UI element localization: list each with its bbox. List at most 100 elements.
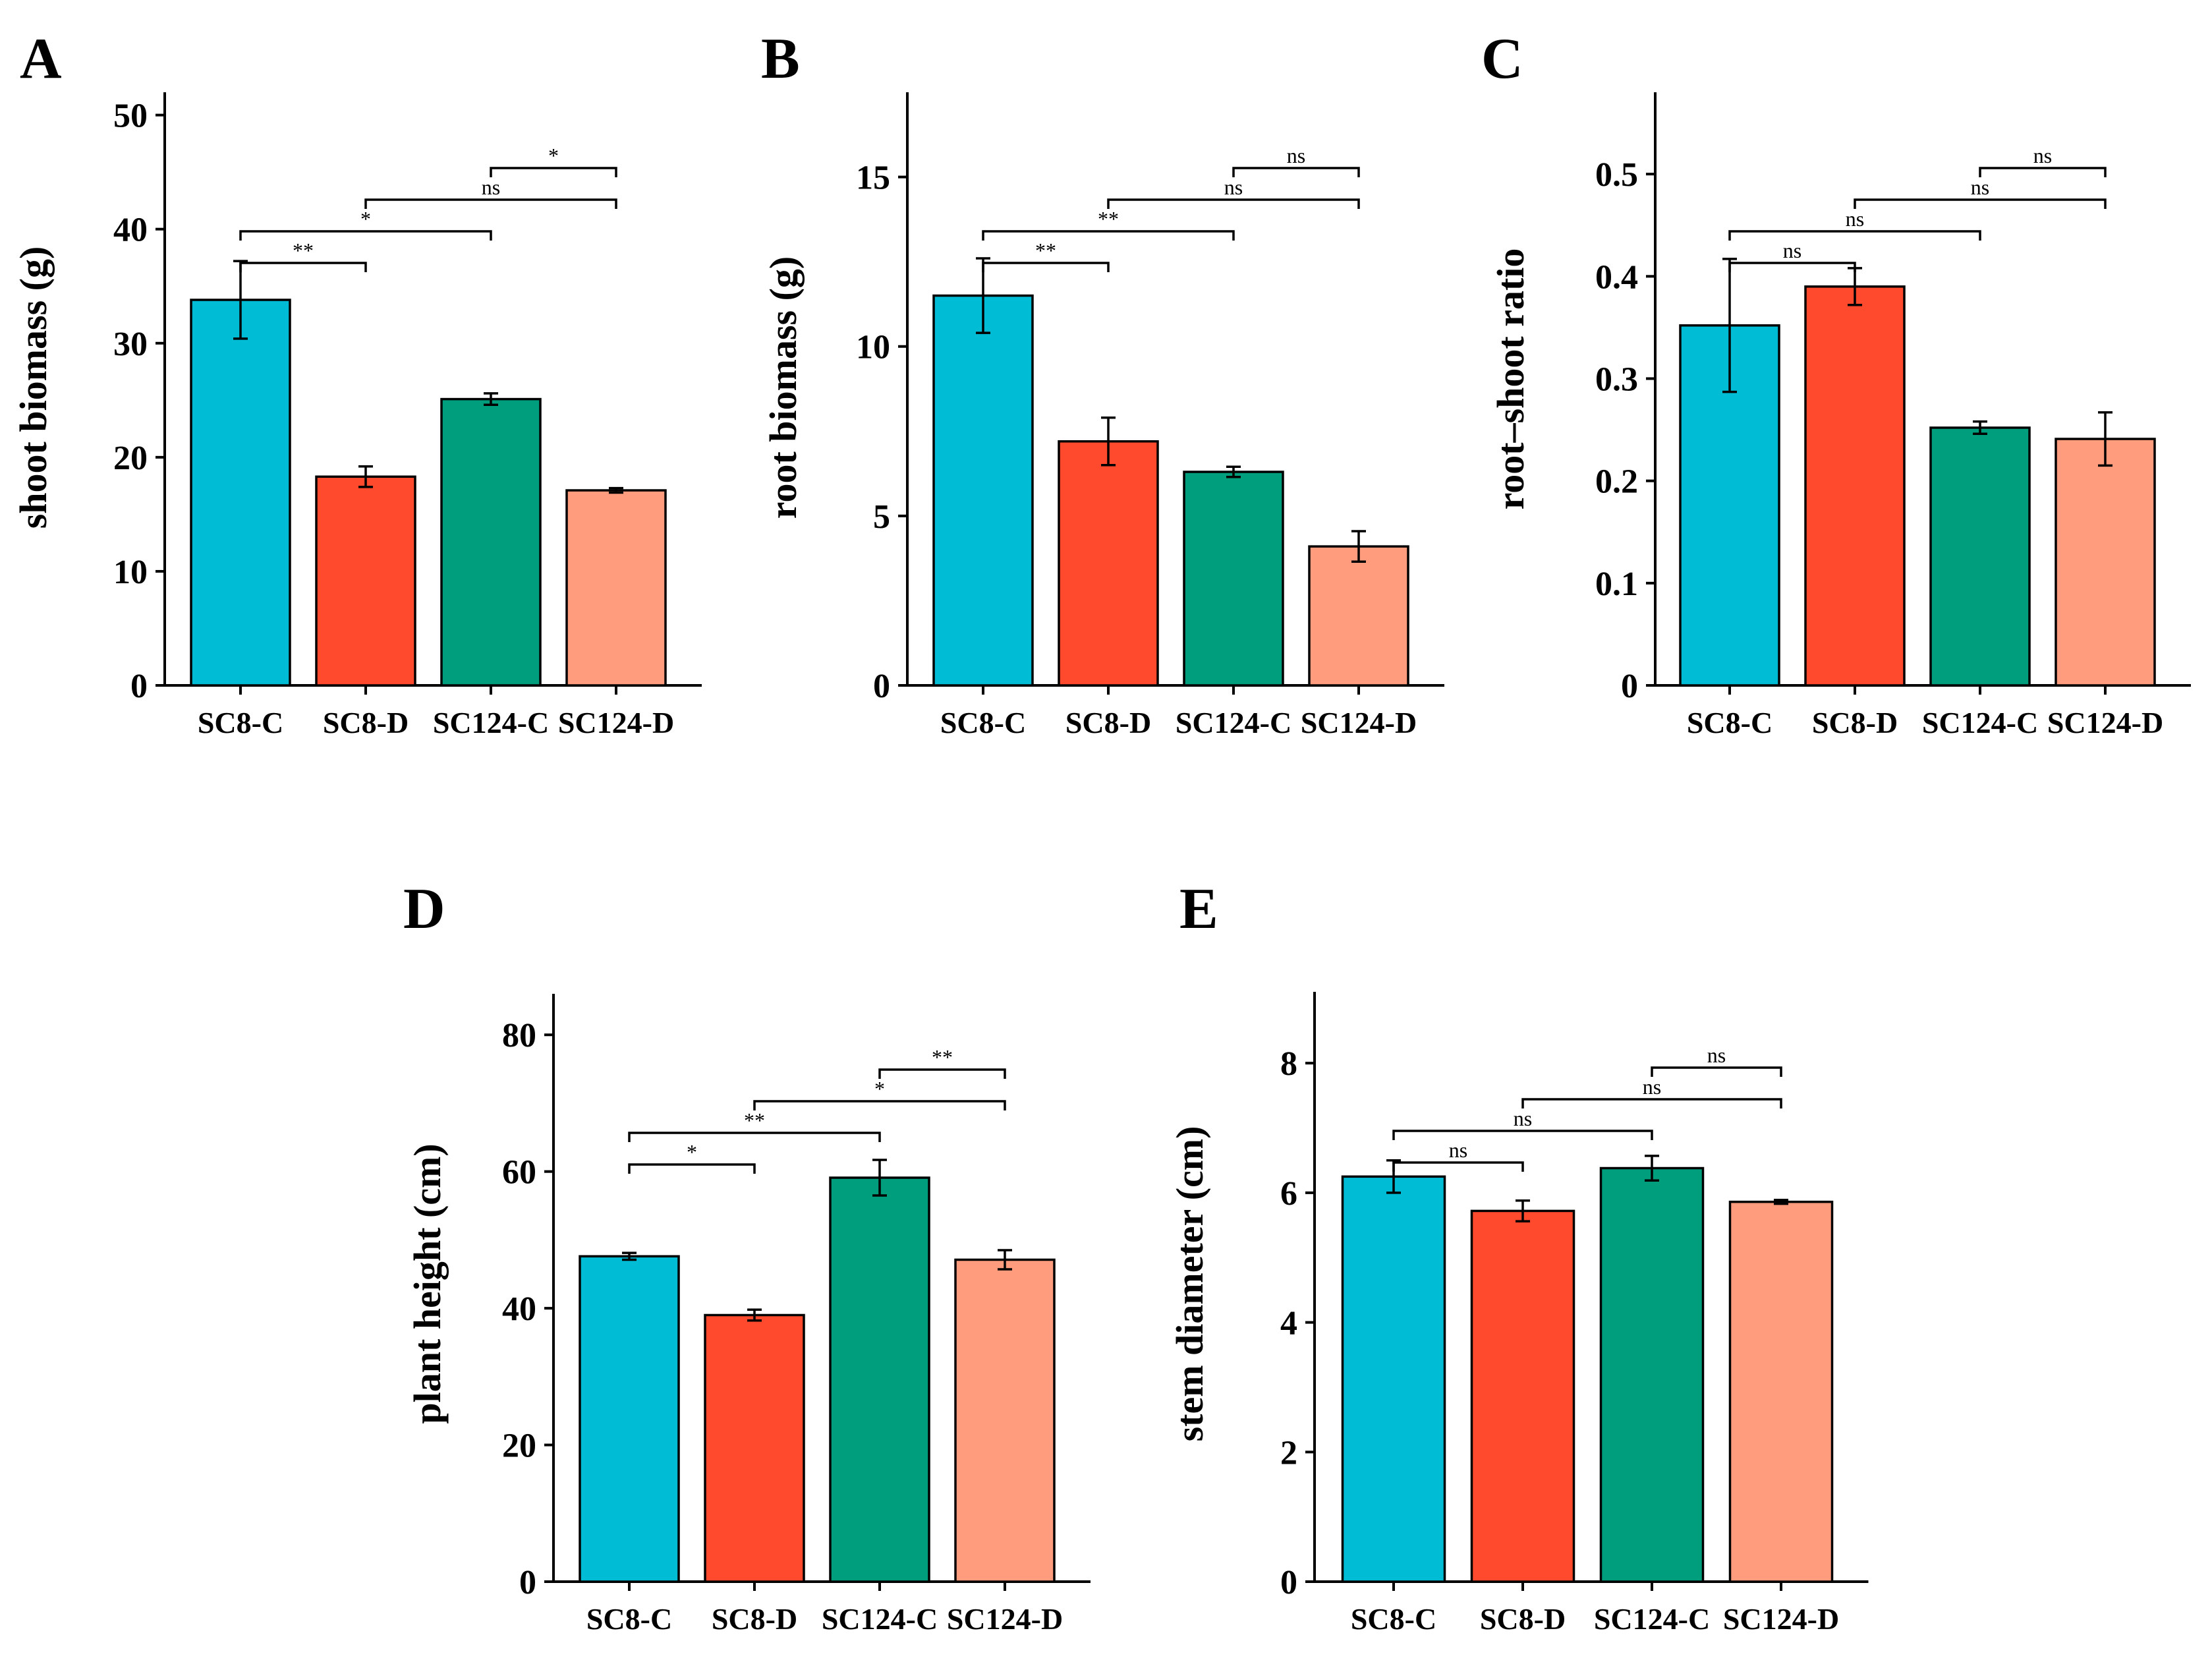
significance-label: ns xyxy=(1783,239,1801,262)
x-tick-label: SC124-C xyxy=(1922,706,2038,739)
significance-bracket xyxy=(364,198,617,209)
significance-bracket xyxy=(1728,230,1981,241)
y-tick-label: 50 xyxy=(113,98,148,135)
panel-letter: D xyxy=(403,877,445,941)
y-axis-title: stem diameter (cm) xyxy=(1168,1126,1211,1442)
significance-bracket xyxy=(982,262,1110,272)
x-tick-label: SC124-C xyxy=(1176,706,1291,739)
bar-sc124-c xyxy=(1929,426,2031,687)
x-tick-label: SC8-C xyxy=(586,1602,672,1636)
bar-sc124-c xyxy=(829,1176,930,1583)
panel-a: A 0 10 20 30 40 50 shoot biomass (g) SC8-C SC8-D S… xyxy=(12,27,702,739)
x-tick-label: SC8-D xyxy=(712,1602,797,1636)
significance-label: ns xyxy=(1707,1043,1726,1067)
bar-sc124-c xyxy=(1599,1166,1705,1583)
y-tick-label: 0 xyxy=(130,668,148,705)
y-axis-title: root biomass (g) xyxy=(762,256,805,519)
x-tick-label: SC124-C xyxy=(822,1602,938,1636)
panel-letter: C xyxy=(1481,27,1523,91)
y-tick-label: 10 xyxy=(856,329,890,366)
y-tick-label: 60 xyxy=(502,1154,536,1192)
significance-label: ns xyxy=(1287,144,1305,167)
significance-bracket xyxy=(1979,167,2107,177)
bar-sc124-d xyxy=(1308,545,1409,687)
panel-d: D 0 20 40 60 80 plant height (cm) SC8-C SC8-D SC1… xyxy=(403,877,1091,1636)
bar-sc124-d xyxy=(954,1258,1056,1583)
y-tick-label: 10 xyxy=(113,554,148,591)
significance-label: * xyxy=(687,1140,697,1164)
significance-label: ** xyxy=(1035,239,1056,262)
y-tick-label: 40 xyxy=(502,1290,536,1328)
significance-label: ns xyxy=(1449,1138,1467,1162)
significance-bracket xyxy=(878,1068,1006,1079)
panel-c: C 0 0.1 0.2 0.3 0.4 0.5 root–shoot ratio SC8-C SC… xyxy=(1481,27,2191,739)
x-tick-label: SC124-D xyxy=(2047,706,2163,739)
significance-label: ** xyxy=(1098,207,1119,231)
x-tick-label: SC8-C xyxy=(1687,706,1772,739)
significance-bracket xyxy=(1728,262,1856,272)
significance-bracket xyxy=(239,230,492,241)
y-tick-label: 20 xyxy=(502,1427,536,1465)
x-tick-label: SC8-C xyxy=(198,706,283,739)
significance-label: * xyxy=(360,207,371,231)
significance-bracket xyxy=(1392,1130,1653,1140)
significance-bracket xyxy=(628,1132,881,1142)
bar-sc8-c xyxy=(579,1255,680,1583)
y-tick-label: 4 xyxy=(1280,1305,1297,1342)
panel-e: E 0 2 4 6 8 stem diameter (cm) SC8-C SC8-D SC124-… xyxy=(1168,877,1869,1636)
bar-sc124-d xyxy=(1728,1200,1834,1583)
y-tick-label: 15 xyxy=(856,159,890,197)
y-tick-label: 0.1 xyxy=(1595,565,1638,603)
bar-sc8-c xyxy=(1341,1175,1446,1583)
y-tick-label: 0 xyxy=(1621,668,1638,705)
significance-label: * xyxy=(874,1077,885,1101)
significance-bracket xyxy=(1232,167,1360,177)
significance-bracket xyxy=(239,262,367,272)
y-tick-label: 0.3 xyxy=(1595,360,1638,398)
significance-bracket xyxy=(1854,198,2107,209)
bar-sc124-d xyxy=(565,489,667,687)
significance-label: ns xyxy=(1643,1075,1661,1099)
bar-sc8-c xyxy=(190,299,291,687)
x-tick-label: SC124-D xyxy=(947,1602,1063,1636)
significance-label: ns xyxy=(482,175,500,199)
y-tick-label: 2 xyxy=(1280,1434,1297,1472)
panel-letter: E xyxy=(1179,877,1218,941)
y-tick-label: 30 xyxy=(113,326,148,363)
significance-label: * xyxy=(548,144,559,167)
bar-sc8-d xyxy=(1058,440,1159,687)
x-tick-label: SC8-D xyxy=(323,706,409,739)
bar-sc8-d xyxy=(1804,285,1906,687)
significance-label: ** xyxy=(744,1108,765,1132)
significance-label: ns xyxy=(1971,175,1989,199)
panel-letter: B xyxy=(761,27,800,91)
x-tick-label: SC8-D xyxy=(1812,706,1898,739)
significance-label: ns xyxy=(2033,144,2052,167)
x-tick-label: SC124-D xyxy=(1301,706,1417,739)
y-tick-label: 0.5 xyxy=(1595,156,1638,194)
significance-bracket xyxy=(982,230,1235,241)
significance-label: ns xyxy=(1224,175,1243,199)
significance-bracket xyxy=(1107,198,1360,209)
y-tick-label: 20 xyxy=(113,440,148,477)
y-axis-title: plant height (cm) xyxy=(406,1143,449,1424)
significance-bracket xyxy=(1392,1161,1524,1172)
bar-sc124-c xyxy=(1183,471,1284,687)
y-tick-label: 6 xyxy=(1280,1175,1297,1213)
y-tick-label: 5 xyxy=(873,498,890,536)
x-tick-label: SC124-C xyxy=(433,706,549,739)
significance-label: ns xyxy=(1846,207,1864,231)
y-tick-label: 0.2 xyxy=(1595,463,1638,501)
y-tick-label: 0.4 xyxy=(1595,258,1638,296)
y-tick-label: 0 xyxy=(1280,1564,1297,1601)
significance-bracket xyxy=(1651,1066,1782,1077)
panel-letter: A xyxy=(20,27,62,91)
y-axis-title: shoot biomass (g) xyxy=(12,246,55,529)
x-tick-label: SC124-C xyxy=(1594,1602,1710,1636)
bar-sc8-c xyxy=(932,294,1034,687)
bar-sc8-d xyxy=(1470,1209,1575,1583)
bar-sc8-d xyxy=(315,475,416,687)
y-tick-label: 80 xyxy=(502,1017,536,1054)
